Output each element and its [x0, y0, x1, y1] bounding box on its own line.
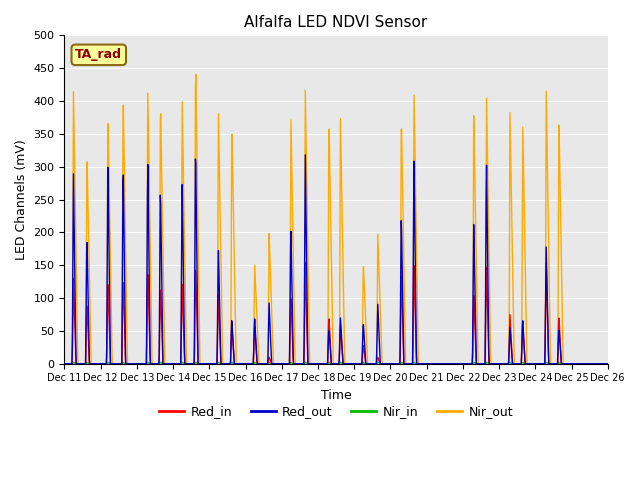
Red_out	[168, 361, 176, 367]
Red_out	[242, 361, 250, 367]
Nir_out	[243, 361, 250, 367]
Red_in	[492, 361, 499, 367]
Nir_out	[492, 361, 499, 367]
Legend: Red_in, Red_out, Nir_in, Nir_out: Red_in, Red_out, Nir_in, Nir_out	[154, 400, 518, 423]
Nir_out	[540, 361, 547, 367]
Red_in	[301, 260, 309, 265]
Nir_in	[70, 360, 77, 365]
Red_in	[61, 361, 68, 367]
Red_out	[604, 361, 612, 367]
Nir_in	[604, 361, 612, 367]
Text: TA_rad: TA_rad	[76, 48, 122, 61]
Nir_in	[420, 361, 428, 367]
Red_out	[492, 361, 499, 367]
Line: Red_in: Red_in	[65, 263, 608, 364]
Red_out	[420, 361, 428, 367]
Red_in	[540, 361, 547, 367]
Nir_in	[182, 361, 189, 367]
Red_in	[181, 361, 189, 367]
Line: Nir_out: Nir_out	[65, 74, 608, 364]
Nir_out	[192, 72, 200, 77]
Nir_in	[492, 361, 499, 367]
Nir_in	[243, 361, 250, 367]
Nir_out	[420, 361, 428, 367]
Red_in	[168, 361, 176, 367]
Red_out	[301, 152, 309, 158]
Y-axis label: LED Channels (mV): LED Channels (mV)	[15, 139, 28, 260]
Red_in	[604, 361, 612, 367]
Nir_out	[181, 284, 189, 290]
Red_in	[420, 361, 428, 367]
Nir_out	[604, 361, 612, 367]
Red_out	[61, 361, 68, 367]
Line: Nir_in: Nir_in	[65, 362, 608, 364]
Line: Red_out: Red_out	[65, 155, 608, 364]
Nir_out	[168, 361, 176, 367]
Nir_in	[540, 361, 547, 367]
X-axis label: Time: Time	[321, 389, 351, 402]
Nir_in	[61, 361, 68, 367]
Title: Alfalfa LED NDVI Sensor: Alfalfa LED NDVI Sensor	[244, 15, 428, 30]
Nir_out	[61, 361, 68, 367]
Red_out	[540, 361, 547, 367]
Red_out	[181, 361, 189, 367]
Red_in	[242, 361, 250, 367]
Nir_in	[168, 361, 176, 367]
